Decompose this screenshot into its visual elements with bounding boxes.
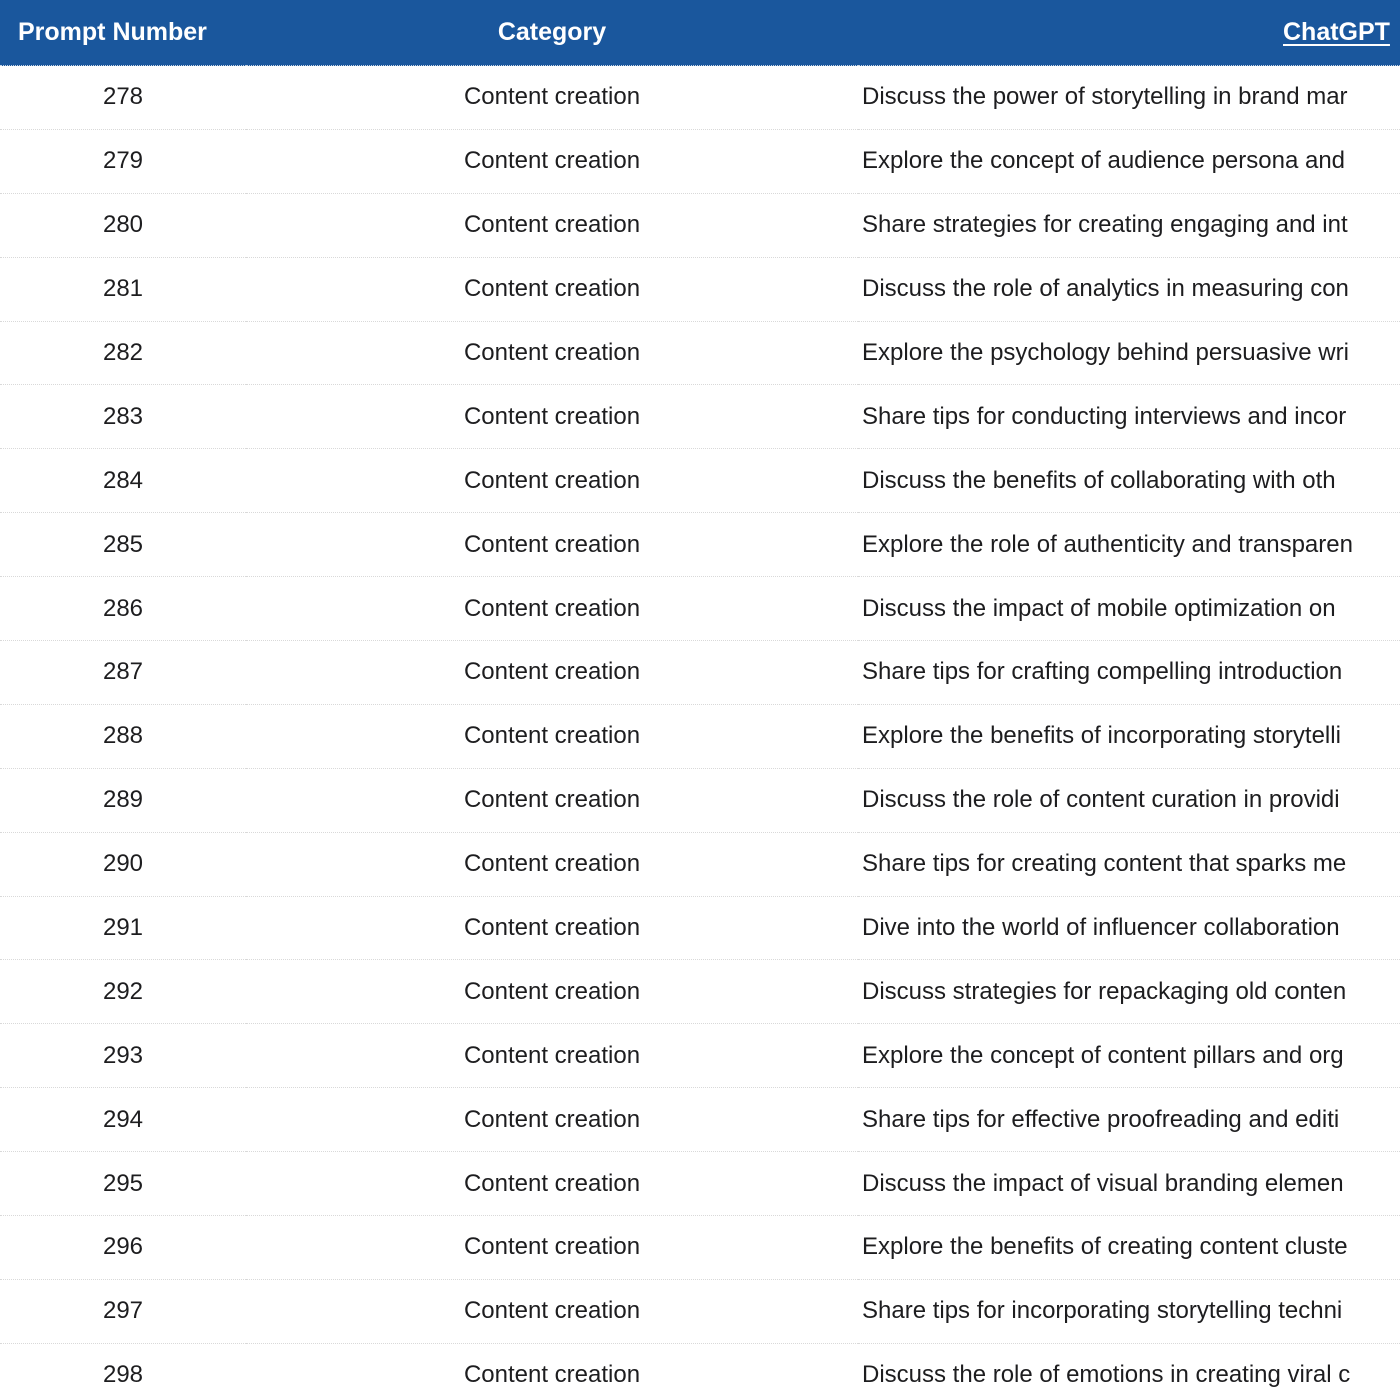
table-row: 293 Content creation Explore the concept… <box>0 1023 1400 1089</box>
prompt-number-cell: 289 <box>0 768 246 833</box>
category-cell: Content creation <box>246 65 858 130</box>
category-cell: Content creation <box>246 959 858 1025</box>
prompt-text-cell: Share tips for conducting interviews and… <box>858 384 1400 450</box>
category-cell: Content creation <box>246 384 858 450</box>
prompt-number-cell: 281 <box>0 257 246 322</box>
prompt-text-cell: Discuss the benefits of collaborating wi… <box>858 448 1400 514</box>
prompt-text-cell: Discuss the impact of visual branding el… <box>858 1151 1400 1217</box>
table-row: 297 Content creation Share tips for inco… <box>0 1279 1400 1344</box>
category-cell: Content creation <box>246 257 858 322</box>
table-row: 278 Content creation Discuss the power o… <box>0 65 1400 130</box>
prompt-number-cell: 298 <box>0 1343 246 1400</box>
category-cell: Content creation <box>246 832 858 897</box>
prompt-text-cell: Share strategies for creating engaging a… <box>858 193 1400 258</box>
table-body: 278 Content creation Discuss the power o… <box>0 65 1400 1400</box>
category-cell: Content creation <box>246 1279 858 1344</box>
table-row: 292 Content creation Discuss strategies … <box>0 959 1400 1025</box>
table-row: 290 Content creation Share tips for crea… <box>0 832 1400 897</box>
prompt-text-cell: Explore the benefits of creating content… <box>858 1215 1400 1280</box>
prompt-text-cell: Share tips for crafting compelling intro… <box>858 640 1400 705</box>
prompt-text-cell: Explore the role of authenticity and tra… <box>858 512 1400 578</box>
prompt-text-cell: Explore the concept of content pillars a… <box>858 1023 1400 1089</box>
table-row: 296 Content creation Explore the benefit… <box>0 1215 1400 1280</box>
category-cell: Content creation <box>246 640 858 705</box>
table-row: 280 Content creation Share strategies fo… <box>0 193 1400 258</box>
prompt-number-cell: 283 <box>0 384 246 450</box>
table-row: 288 Content creation Explore the benefit… <box>0 704 1400 769</box>
prompt-number-cell: 297 <box>0 1279 246 1344</box>
prompt-text-cell: Discuss the role of analytics in measuri… <box>858 257 1400 322</box>
prompt-text-cell: Explore the concept of audience persona … <box>858 129 1400 194</box>
prompt-text-cell: Discuss the impact of mobile optimizatio… <box>858 576 1400 642</box>
category-cell: Content creation <box>246 129 858 194</box>
table-row: 287 Content creation Share tips for craf… <box>0 640 1400 705</box>
table-row: 282 Content creation Explore the psychol… <box>0 321 1400 386</box>
prompt-number-cell: 295 <box>0 1151 246 1217</box>
prompt-number-cell: 282 <box>0 321 246 386</box>
prompt-text-cell: Discuss the power of storytelling in bra… <box>858 65 1400 130</box>
prompt-number-cell: 287 <box>0 640 246 705</box>
prompt-text-cell: Discuss the role of emotions in creating… <box>858 1343 1400 1400</box>
prompt-text-cell: Share tips for incorporating storytellin… <box>858 1279 1400 1344</box>
prompt-number-cell: 278 <box>0 65 246 130</box>
category-cell: Content creation <box>246 896 858 961</box>
table-row: 281 Content creation Discuss the role of… <box>0 257 1400 322</box>
category-cell: Content creation <box>246 1151 858 1217</box>
table-row: 294 Content creation Share tips for effe… <box>0 1087 1400 1153</box>
prompt-number-cell: 288 <box>0 704 246 769</box>
prompt-number-cell: 292 <box>0 959 246 1025</box>
table-row: 285 Content creation Explore the role of… <box>0 512 1400 578</box>
table-header-row: Prompt Number Category ChatGPT <box>0 0 1400 66</box>
table-row: 295 Content creation Discuss the impact … <box>0 1151 1400 1217</box>
category-cell: Content creation <box>246 576 858 642</box>
category-cell: Content creation <box>246 704 858 769</box>
prompt-number-cell: 291 <box>0 896 246 961</box>
column-header-prompt-number: Prompt Number <box>0 0 246 66</box>
prompt-number-cell: 286 <box>0 576 246 642</box>
prompt-number-cell: 296 <box>0 1215 246 1280</box>
prompt-number-cell: 285 <box>0 512 246 578</box>
prompt-text-cell: Explore the benefits of incorporating st… <box>858 704 1400 769</box>
table-row: 279 Content creation Explore the concept… <box>0 129 1400 194</box>
prompt-text-cell: Discuss strategies for repackaging old c… <box>858 959 1400 1025</box>
category-cell: Content creation <box>246 448 858 514</box>
category-cell: Content creation <box>246 1343 858 1400</box>
category-cell: Content creation <box>246 512 858 578</box>
prompt-text-cell: Explore the psychology behind persuasive… <box>858 321 1400 386</box>
prompt-number-cell: 293 <box>0 1023 246 1089</box>
prompt-number-cell: 290 <box>0 832 246 897</box>
chatgpt-link[interactable]: ChatGPT <box>1283 18 1390 46</box>
category-cell: Content creation <box>246 193 858 258</box>
category-cell: Content creation <box>246 1087 858 1153</box>
prompt-number-cell: 284 <box>0 448 246 514</box>
prompt-text-cell: Dive into the world of influencer collab… <box>858 896 1400 961</box>
prompt-number-cell: 280 <box>0 193 246 258</box>
table-row: 284 Content creation Discuss the benefit… <box>0 448 1400 514</box>
category-cell: Content creation <box>246 1023 858 1089</box>
prompt-number-cell: 279 <box>0 129 246 194</box>
category-cell: Content creation <box>246 321 858 386</box>
column-header-chatgpt: ChatGPT <box>858 0 1400 66</box>
table-row: 283 Content creation Share tips for cond… <box>0 384 1400 450</box>
column-header-category: Category <box>246 0 858 66</box>
prompt-text-cell: Discuss the role of content curation in … <box>858 768 1400 833</box>
table-row: 289 Content creation Discuss the role of… <box>0 768 1400 833</box>
category-cell: Content creation <box>246 768 858 833</box>
table-row: 291 Content creation Dive into the world… <box>0 896 1400 961</box>
table-row: 298 Content creation Discuss the role of… <box>0 1343 1400 1400</box>
table-row: 286 Content creation Discuss the impact … <box>0 576 1400 642</box>
prompt-text-cell: Share tips for effective proofreading an… <box>858 1087 1400 1153</box>
prompt-text-cell: Share tips for creating content that spa… <box>858 832 1400 897</box>
category-cell: Content creation <box>246 1215 858 1280</box>
prompt-number-cell: 294 <box>0 1087 246 1153</box>
